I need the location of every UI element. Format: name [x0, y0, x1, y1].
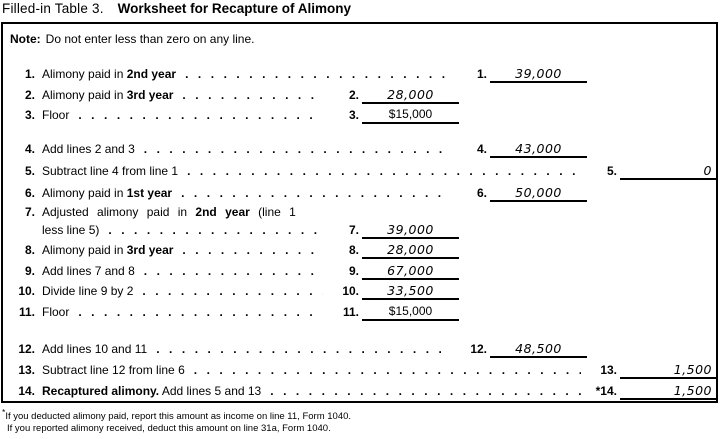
entry-value-field-line-10[interactable]: 33,500: [362, 280, 459, 300]
dot-leader: [144, 142, 451, 158]
line-label: Subtract line 12 from line 6: [42, 363, 185, 377]
line-label: Add lines 2 and 3: [42, 142, 135, 156]
dot-leader: [144, 264, 323, 280]
entry-line-number: 11.: [342, 305, 359, 319]
worksheet-row-2: 2.Alimony paid in 3rd year2.28,000: [9, 84, 459, 104]
dot-leader: [181, 186, 451, 202]
line-number: 6.: [24, 186, 35, 200]
line-number: 5.: [24, 164, 35, 178]
entry-line-number: 8.: [348, 243, 359, 257]
line-label: Subtract line 4 from line 1: [42, 164, 179, 178]
entry-value-field-line-6[interactable]: 50,000: [490, 182, 587, 202]
line-number: 1.: [24, 67, 35, 81]
line-label: Recaptured alimony. Add lines 5 and 13: [42, 384, 262, 398]
note-text: Do not enter less than zero on any line.: [45, 32, 255, 46]
worksheet-row-7: less line 5) 7.39,000: [9, 219, 459, 239]
asterisk-symbol: *: [2, 407, 6, 417]
line-number: 12.: [18, 342, 35, 356]
line-label: Alimony paid in 2nd year: [42, 67, 177, 81]
worksheet-row-3: 3.Floor3.$15,000: [9, 104, 459, 124]
worksheet-row-4: 4.Add lines 2 and 34.43,000: [9, 138, 587, 158]
dot-leader: [78, 108, 323, 124]
line-number: 2.: [24, 88, 35, 102]
dot-leader: [78, 305, 323, 321]
entry-value-field-line-3[interactable]: $15,000: [362, 104, 459, 124]
worksheet-row-6: 6.Alimony paid in 1st year6.50,000: [9, 182, 587, 202]
worksheet-box: Note: Do not enter less than zero on any …: [1, 22, 718, 403]
worksheet-row-12: 12.Add lines 10 and 1112.48,500: [9, 338, 587, 358]
entry-line-number: 7.: [348, 223, 359, 237]
dot-leader: [108, 223, 323, 239]
note-label: Note:: [10, 32, 41, 46]
worksheet-row-11: 11.Floor11.$15,000: [9, 301, 459, 321]
worksheet-row-9: 9.Add lines 7 and 89.67,000: [9, 260, 459, 280]
entry-line-number: 2.: [348, 88, 359, 102]
line-label: Adjusted alimony paid in 2nd year (line …: [42, 205, 296, 219]
dot-leader: [185, 67, 451, 83]
entry-line-number: 5.: [606, 164, 617, 178]
entry-line-number: 13.: [600, 363, 617, 377]
line-label: Alimony paid in 1st year: [42, 186, 173, 200]
line-label: Alimony paid in 3rd year: [42, 88, 174, 102]
entry-value-field-line-2[interactable]: 28,000: [362, 84, 459, 104]
worksheet-row-5: 5.Subtract line 4 from line 15.0: [9, 160, 717, 180]
entry-value-field-line-13[interactable]: 1,500: [620, 359, 717, 379]
line-number: 4.: [24, 142, 35, 156]
line-label: Add lines 7 and 8: [42, 264, 135, 278]
worksheet-row-13: 13.Subtract line 12 from line 613.1,500: [9, 359, 717, 379]
line-label: Divide line 9 by 2: [42, 284, 134, 298]
entry-value-field-line-7[interactable]: 39,000: [362, 219, 459, 239]
line-label: Alimony paid in 3rd year: [42, 243, 174, 257]
entry-value-field-line-9[interactable]: 67,000: [362, 260, 459, 280]
dot-leader: [194, 363, 581, 379]
dot-leader: [182, 243, 323, 259]
worksheet-row-8: 8.Alimony paid in 3rd year8.28,000: [9, 239, 459, 259]
entry-line-number: 1.: [476, 67, 487, 81]
worksheet-row-1: 1.Alimony paid in 2nd year1.39,000: [9, 63, 587, 83]
worksheet-row-10: 10.Divide line 9 by 210.33,500: [9, 280, 459, 300]
dot-leader: [142, 284, 323, 300]
line-number: 10.: [18, 284, 35, 298]
line-label: Floor: [42, 108, 70, 122]
dot-leader: [187, 164, 581, 180]
line-label: less line 5): [42, 223, 100, 237]
entry-line-number: 10.: [342, 284, 359, 298]
dot-leader: [156, 342, 451, 358]
entry-value-field-line-11[interactable]: $15,000: [362, 301, 459, 321]
entry-value-field-line-1[interactable]: 39,000: [490, 63, 587, 83]
line-number: 13.: [18, 363, 35, 377]
footnote-line-1: *If you deducted alimony paid, report th…: [2, 407, 352, 422]
entry-value-field-line-4[interactable]: 43,000: [490, 138, 587, 158]
dot-leader: [270, 384, 581, 400]
line-number: 7.: [24, 205, 35, 219]
entry-line-number: 3.: [348, 108, 359, 122]
note: Note: Do not enter less than zero on any …: [10, 32, 254, 46]
worksheet-row-14: 14. Recaptured alimony. Add lines 5 and 1…: [9, 380, 717, 400]
table-caption-prefix: Filled-in Table 3.: [2, 1, 104, 16]
line-number: 14.: [18, 384, 35, 398]
worksheet-row-7-label-line: 7. Adjusted alimony paid in 2nd year (lin…: [9, 205, 296, 221]
line-number: 9.: [24, 264, 35, 278]
line-label: Floor: [42, 305, 70, 319]
entry-value-field-line-14[interactable]: 1,500: [620, 380, 717, 400]
entry-line-number: *14.: [595, 384, 617, 398]
line-number: 11.: [18, 305, 35, 319]
line-label: Add lines 10 and 11: [42, 342, 148, 356]
footnote: *If you deducted alimony paid, report th…: [2, 407, 351, 434]
entry-line-number: 6.: [476, 186, 487, 200]
entry-line-number: 12.: [470, 342, 487, 356]
line-number: 8.: [24, 243, 35, 257]
line-number: 3.: [24, 108, 35, 122]
entry-line-number: 4.: [476, 142, 487, 156]
entry-line-number: 9.: [348, 264, 359, 278]
footnote-line-2: If you reported alimony received, deduct…: [7, 422, 331, 434]
page-title: Filled-in Table 3. Worksheet for Recaptur…: [2, 1, 351, 16]
entry-value-field-line-8[interactable]: 28,000: [362, 239, 459, 259]
dot-leader: [182, 88, 323, 104]
entry-value-field-line-12[interactable]: 48,500: [490, 338, 587, 358]
table-caption-main: Worksheet for Recapture of Alimony: [117, 1, 351, 16]
entry-value-field-line-5[interactable]: 0: [620, 160, 717, 180]
